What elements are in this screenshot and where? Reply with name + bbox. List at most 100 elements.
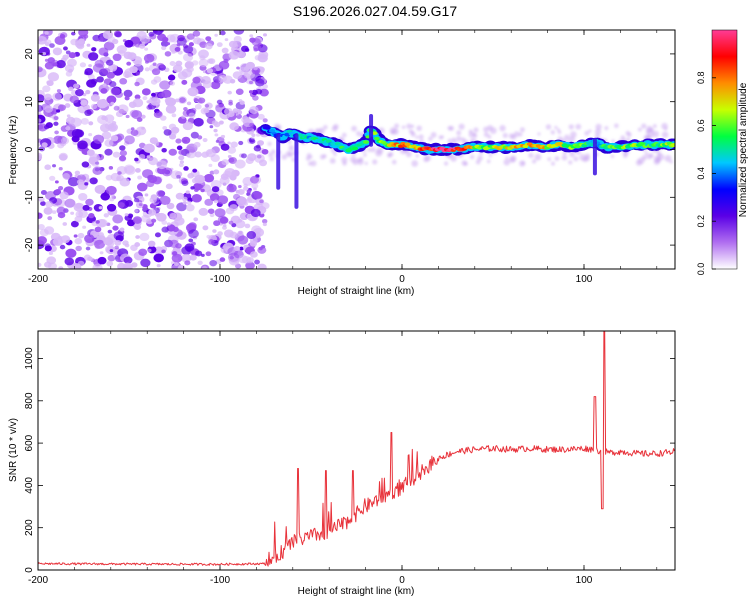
haze-blob [415, 154, 419, 158]
haze-blob [405, 151, 412, 158]
noise-blob [124, 243, 130, 248]
haze-blob [554, 156, 560, 161]
noise-blob [171, 253, 183, 263]
haze-blob [477, 155, 483, 161]
noise-blob [107, 36, 116, 44]
noise-blob [134, 209, 139, 213]
noise-blob [171, 263, 182, 269]
haze-blob [547, 157, 552, 161]
noise-blob [218, 74, 227, 83]
noise-blob [43, 124, 50, 130]
noise-blob [130, 127, 135, 131]
noise-blob [95, 220, 100, 224]
haze-blob [519, 127, 525, 133]
noise-blob [236, 66, 240, 70]
snr-ytick-label: 0 [24, 567, 35, 573]
noise-blob [198, 207, 209, 216]
noise-blob [194, 103, 202, 110]
noise-blob [197, 97, 206, 104]
noise-blob [223, 107, 233, 116]
noise-blob [229, 122, 239, 131]
noise-blob [70, 220, 79, 228]
spectrogram-ytick-label: 0 [24, 146, 35, 152]
noise-blob [262, 33, 267, 37]
noise-blob [238, 98, 243, 103]
ridge-segment [670, 143, 675, 147]
haze-blob [267, 141, 272, 146]
noise-blob [220, 134, 226, 139]
noise-blob [189, 254, 197, 261]
noise-blob [257, 140, 265, 146]
noise-blob [221, 159, 229, 166]
noise-blob [161, 220, 168, 225]
noise-blob [197, 260, 203, 266]
noise-blob [132, 216, 142, 224]
noise-blob [75, 203, 82, 209]
noise-blob [75, 89, 84, 97]
noise-blob [137, 175, 143, 180]
noise-blob [124, 135, 135, 145]
noise-blob [117, 171, 122, 175]
noise-blob [163, 129, 172, 136]
noise-blob [181, 115, 186, 119]
noise-blob [135, 148, 145, 156]
noise-blob [60, 32, 68, 39]
noise-blob [77, 260, 85, 267]
noise-blob [40, 201, 46, 206]
noise-blob [52, 47, 63, 56]
noise-blob [135, 168, 141, 173]
noise-blob [54, 130, 59, 135]
noise-blob [133, 197, 140, 203]
haze-blob [519, 160, 526, 167]
noise-blob [51, 210, 57, 214]
noise-blob [166, 42, 171, 46]
noise-blob [185, 204, 195, 212]
noise-blob [92, 263, 103, 269]
haze-blob [416, 125, 422, 132]
noise-blob [68, 52, 77, 59]
noise-blob [249, 138, 256, 144]
noise-blob [59, 153, 68, 161]
haze-blob [447, 125, 453, 131]
noise-blob [119, 155, 127, 162]
noise-blob [216, 99, 223, 105]
noise-blob [71, 31, 76, 36]
noise-blob [109, 249, 114, 253]
noise-blob [234, 159, 246, 169]
noise-blob [117, 202, 125, 208]
noise-blob [134, 60, 142, 67]
haze-blob [370, 147, 376, 153]
haze-blob [635, 159, 643, 166]
noise-blob [204, 198, 214, 206]
haze-blob [356, 130, 362, 137]
ridge-segment [325, 139, 332, 144]
noise-blob [94, 226, 102, 233]
noise-blob [44, 105, 54, 113]
spectrogram-ylabel: Frequency (Hz) [8, 116, 19, 185]
noise-blob [148, 31, 155, 37]
noise-blob [42, 85, 51, 93]
noise-blob [201, 266, 208, 269]
noise-blob [64, 103, 71, 108]
noise-blob [194, 174, 206, 184]
noise-blob [205, 36, 212, 42]
noise-blob [56, 60, 66, 69]
snr-ytick-label: 800 [24, 392, 35, 409]
noise-blob [80, 99, 88, 106]
noise-blob [38, 104, 44, 113]
haze-blob [579, 154, 587, 161]
spectrogram-content [38, 30, 675, 269]
snr-ytick-label: 200 [24, 519, 35, 536]
noise-blob [206, 68, 214, 74]
noise-blob [44, 164, 52, 170]
noise-blob [198, 58, 209, 67]
noise-blob [166, 202, 175, 210]
noise-blob [52, 164, 57, 168]
noise-blob [177, 50, 183, 55]
ridge-segment [371, 131, 378, 136]
noise-blob [124, 264, 132, 269]
noise-blob [109, 81, 117, 88]
noise-blob [169, 81, 176, 86]
